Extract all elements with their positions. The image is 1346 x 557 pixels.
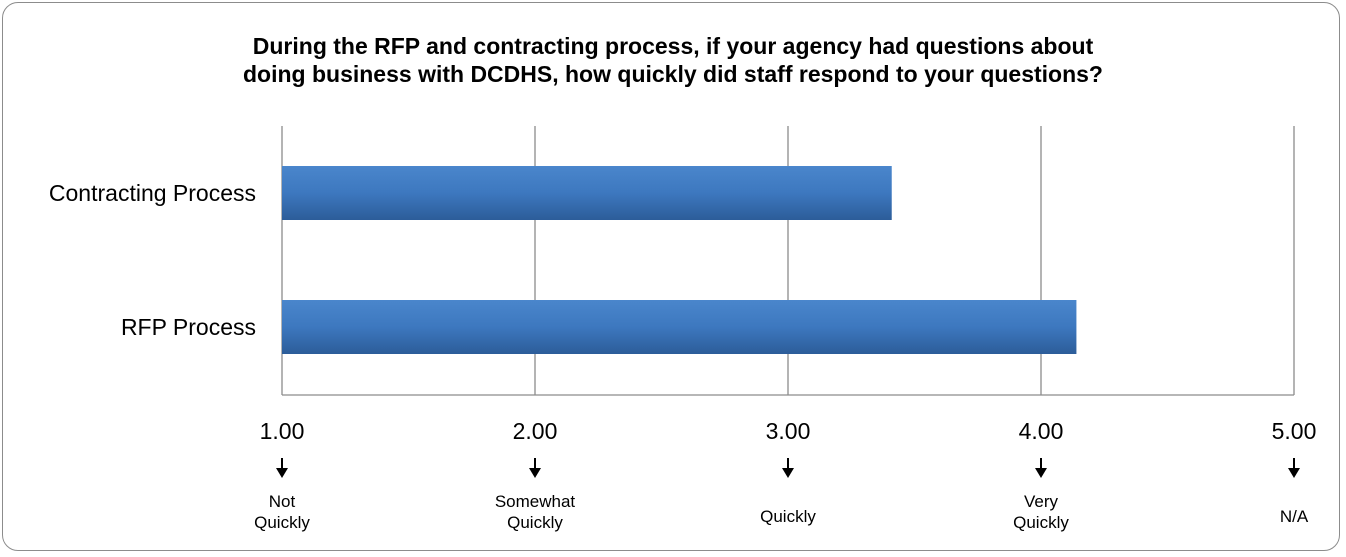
chart-frame [2, 2, 1340, 551]
chart-title-line-2: doing business with DCDHS, how quickly d… [243, 61, 1103, 87]
scale-label: Quickly [1013, 513, 1069, 532]
chart-title-line-1: During the RFP and contracting process, … [252, 33, 1094, 59]
down-arrow-icon [276, 458, 288, 478]
down-arrow-icon [1288, 458, 1300, 478]
x-tick-label: 1.00 [260, 418, 305, 444]
scale-label: Quickly [254, 513, 310, 532]
scale-label: Not [269, 492, 296, 511]
category-labels: Contracting Process RFP Process [49, 180, 256, 340]
scale-label: Very [1024, 492, 1059, 511]
down-arrow-icon [529, 458, 541, 478]
x-tick-labels: 1.00 2.00 3.00 4.00 5.00 [260, 418, 1317, 444]
scale-label: Quickly [760, 507, 816, 526]
scale-arrows [276, 458, 1300, 478]
down-arrow-icon [1035, 458, 1047, 478]
category-label: Contracting Process [49, 180, 256, 206]
bars [282, 166, 1077, 354]
down-arrow-icon [782, 458, 794, 478]
x-tick-label: 3.00 [766, 418, 811, 444]
scale-labels: Not Quickly Somewhat Quickly Quickly Very Quic… [254, 492, 1309, 532]
x-tick-label: 2.00 [513, 418, 558, 444]
x-tick-label: 5.00 [1272, 418, 1317, 444]
bar-rfp-process [282, 300, 1077, 354]
bar-contracting-process [282, 166, 892, 220]
scale-label: Quickly [507, 513, 563, 532]
category-label: RFP Process [121, 314, 256, 340]
x-tick-label: 4.00 [1019, 418, 1064, 444]
scale-label: Somewhat [495, 492, 576, 511]
scale-label: N/A [1280, 507, 1309, 526]
chart-title: During the RFP and contracting process, … [0, 32, 1346, 88]
